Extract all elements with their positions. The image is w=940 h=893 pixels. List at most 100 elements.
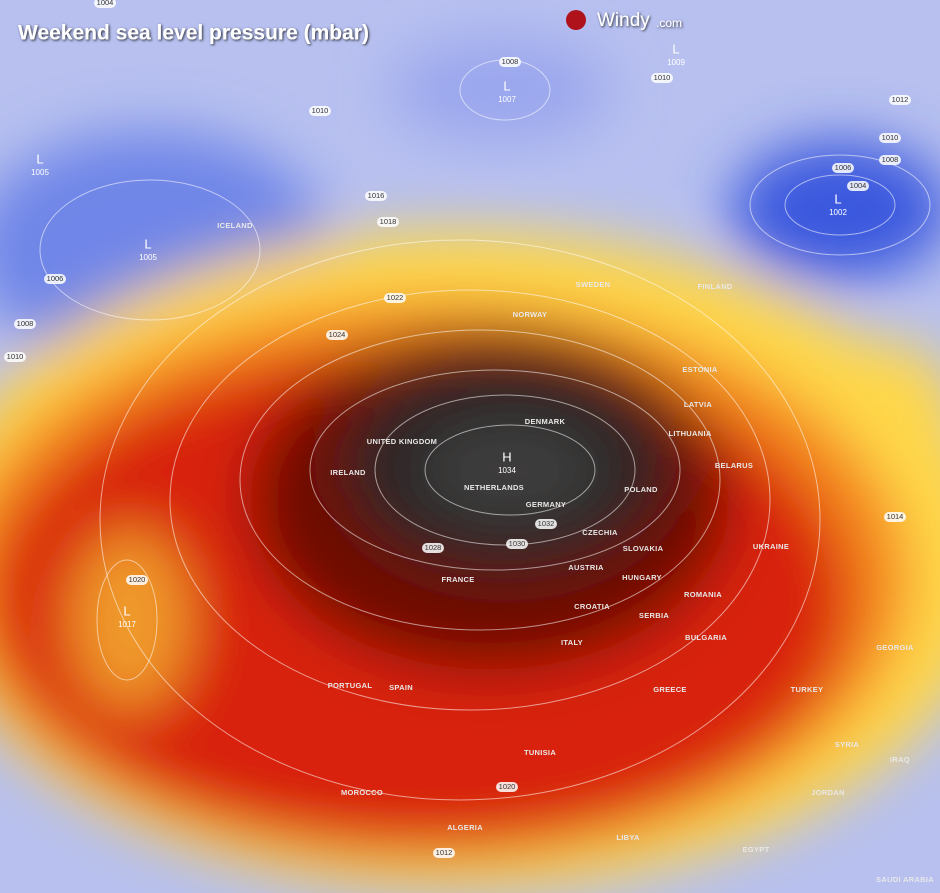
isobar-label: 1006	[835, 163, 852, 172]
place-label: JORDAN	[811, 788, 844, 797]
place-label: SLOVAKIA	[623, 544, 664, 553]
isobar-label: 1010	[654, 73, 671, 82]
place-label: DENMARK	[525, 417, 566, 426]
isobar-label-bg	[365, 191, 387, 201]
place-label: POLAND	[624, 485, 658, 494]
place-label: GERMANY	[526, 500, 566, 509]
center-kind: L	[672, 41, 679, 56]
center-value: 1005	[31, 168, 49, 177]
center-value: 1017	[118, 620, 136, 629]
isobar-label: 1008	[17, 319, 34, 328]
isobar-label-bg	[126, 575, 148, 585]
isobar-label-bg	[377, 217, 399, 227]
isobar-label: 1004	[850, 181, 867, 190]
place-label: ESTONIA	[682, 365, 718, 374]
place-label: MOROCCO	[341, 788, 383, 797]
isobar-label-bg	[44, 274, 66, 284]
place-label: SYRIA	[835, 740, 860, 749]
isobar-label: 1024	[329, 330, 346, 339]
place-label: ITALY	[561, 638, 583, 647]
place-label: SAUDI ARABIA	[876, 875, 934, 884]
center-value: 1002	[829, 208, 847, 217]
place-label: BULGARIA	[685, 633, 727, 642]
isobar-label: 1022	[387, 293, 404, 302]
isobar-label: 1008	[502, 57, 519, 66]
place-label: UKRAINE	[753, 542, 789, 551]
center-kind: L	[834, 191, 841, 206]
place-label: CZECHIA	[582, 528, 618, 537]
isobar-label-bg	[879, 155, 901, 165]
isobar-label: 1028	[425, 543, 442, 552]
isobar-label: 1016	[368, 191, 385, 200]
isobar-label: 1020	[129, 575, 146, 584]
isobar-label-bg	[499, 57, 521, 67]
center-kind: H	[502, 449, 511, 464]
pressure-field	[0, 40, 940, 890]
place-label: LITHUANIA	[668, 429, 711, 438]
isobar-label-bg	[884, 512, 906, 522]
brand-suffix: .com	[656, 16, 682, 30]
place-label: ALGERIA	[447, 823, 483, 832]
isobar-label: 1032	[538, 519, 555, 528]
place-label: BELARUS	[715, 461, 753, 470]
isobar-label: 1030	[509, 539, 526, 548]
map-title: Weekend sea level pressure (mbar)	[18, 22, 369, 45]
isobar-label-bg	[879, 133, 901, 143]
isobar-label-bg	[14, 319, 36, 329]
place-label: GEORGIA	[876, 643, 914, 652]
place-label: FRANCE	[441, 575, 474, 584]
place-label: ICELAND	[217, 221, 253, 230]
brand-name: Windy	[597, 10, 650, 31]
place-label: GREECE	[653, 685, 686, 694]
isobar-label-bg	[847, 181, 869, 191]
place-label: LATVIA	[684, 400, 713, 409]
place-label: NORWAY	[513, 310, 548, 319]
isobar-label-bg	[496, 782, 518, 792]
center-kind: L	[123, 603, 130, 618]
place-label: TURKEY	[791, 685, 824, 694]
place-label: IRELAND	[330, 468, 366, 477]
isobars	[39, 59, 931, 801]
center-value: 1009	[667, 58, 685, 67]
isobar-label: 1010	[312, 106, 329, 115]
place-label: TUNISIA	[524, 748, 556, 757]
isobar-label-bg	[433, 848, 455, 858]
isobar-label-bg	[832, 163, 854, 173]
isobar-label-bg	[889, 95, 911, 105]
isobar-label: 1010	[882, 133, 899, 142]
center-kind: L	[36, 151, 43, 166]
brand-logo	[566, 10, 586, 30]
isobar-label: 1012	[436, 848, 453, 857]
isobar-label: 1020	[499, 782, 516, 791]
isobar-label: 1004	[97, 0, 114, 7]
brand: Windy .com	[566, 10, 682, 31]
place-label: SERBIA	[639, 611, 669, 620]
center-value: 1007	[498, 95, 516, 104]
isobar-label: 1014	[887, 512, 904, 521]
isobar-label: 1012	[892, 95, 909, 104]
isobar-label-bg	[94, 0, 116, 8]
place-label: EGYPT	[743, 845, 770, 854]
center-kind: L	[144, 236, 151, 251]
isobar-label-bg	[651, 73, 673, 83]
isobar-label: 1018	[380, 217, 397, 226]
place-label: CROATIA	[574, 602, 610, 611]
place-label: ROMANIA	[684, 590, 722, 599]
place-label: HUNGARY	[622, 573, 662, 582]
place-label: PORTUGAL	[328, 681, 373, 690]
place-label: NETHERLANDS	[464, 483, 524, 492]
isobar-label: 1008	[882, 155, 899, 164]
center-value: 1034	[498, 466, 516, 475]
isobar-label-bg	[422, 543, 444, 553]
place-label: SWEDEN	[576, 280, 611, 289]
isobar-label-bg	[535, 519, 557, 529]
isobar-label: 1006	[47, 274, 64, 283]
isobar-label-bg	[309, 106, 331, 116]
place-label: AUSTRIA	[568, 563, 604, 572]
place-label: IRAQ	[890, 755, 910, 764]
center-value: 1005	[139, 253, 157, 262]
place-label: FINLAND	[697, 282, 732, 291]
isobar-label: 1010	[7, 352, 24, 361]
place-label: LIBYA	[616, 833, 640, 842]
